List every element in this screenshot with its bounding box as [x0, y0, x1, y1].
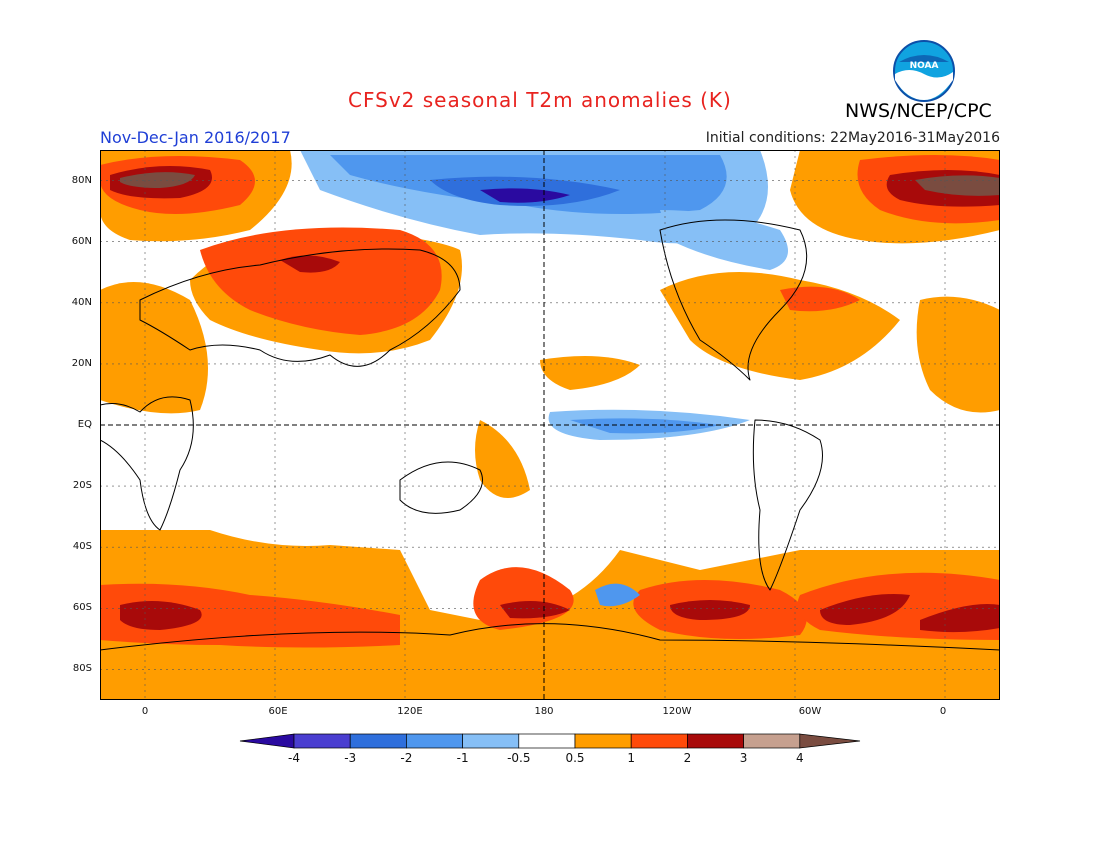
chart-title: CFSv2 seasonal T2m anomalies (K) [348, 88, 732, 112]
arctic-coldest [480, 188, 570, 203]
ross-sea-cold [595, 583, 640, 607]
lat-label: 80N [71, 175, 92, 186]
lat-label: 40N [71, 297, 92, 308]
lon-label: 0 [939, 706, 947, 717]
north-america-outline [659, 219, 808, 381]
equatorial-pacific-cold [570, 418, 720, 434]
colorbar-tick-label: -1 [457, 751, 469, 765]
n-atlantic-hot [780, 286, 860, 312]
colorbar-tick-label: 2 [684, 751, 692, 765]
colorbar-swatch [349, 733, 407, 749]
arctic-max-east [915, 175, 1000, 196]
southern-ocean-hot-1 [100, 583, 400, 648]
colorbar-tick-label: -4 [288, 751, 300, 765]
africa-warm [100, 282, 208, 414]
lat-label: EQ [77, 419, 92, 430]
southern-ocean-core-1 [120, 601, 202, 630]
lat-label: 20S [72, 480, 92, 491]
colorbar-tick-label: 3 [740, 751, 748, 765]
colorbar-swatch [574, 733, 632, 749]
africa-outline [100, 396, 194, 531]
colorbar-tick-label: -3 [344, 751, 356, 765]
lon-label: 180 [534, 706, 554, 717]
colorbar-tick-label: 1 [627, 751, 635, 765]
lon-label: 60E [268, 706, 288, 717]
colorbar-swatch [687, 733, 744, 749]
lon-label: 60W [798, 706, 822, 717]
colorbar-labels: -4 -3 -2 -1 -0.5 0.5 1 2 3 4 [288, 751, 804, 765]
south-atlantic-core-2 [920, 604, 1000, 633]
logo-text: NOAA [910, 61, 939, 71]
colorbar-tick-label: -2 [400, 751, 412, 765]
eurasia-hot [200, 227, 442, 335]
lat-label: 60N [71, 236, 92, 247]
continent-outlines [100, 219, 1000, 651]
colorbar-swatch [462, 733, 520, 749]
colorbar-swatch [743, 733, 801, 749]
lat-label: 80S [72, 663, 92, 674]
lat-label: 60S [72, 602, 92, 613]
siberia-core [280, 255, 340, 273]
south-america-outline [752, 419, 823, 591]
anomaly-map [100, 150, 1000, 700]
lon-label: 120E [397, 706, 423, 717]
colorbar-swatch-max [799, 733, 861, 749]
tasman-core [500, 601, 570, 619]
eurasia-outline [139, 248, 461, 367]
colorbar-swatch [406, 733, 463, 749]
australia-outline [399, 461, 483, 514]
antarctica-outline [100, 623, 1000, 651]
lat-label: 40S [72, 541, 92, 552]
colorbar-swatch [518, 733, 576, 749]
south-atlantic-core [820, 594, 910, 625]
lat-label: 20N [71, 358, 92, 369]
arctic-max-west [120, 172, 195, 188]
season-subtitle: Nov-Dec-Jan 2016/2017 [100, 128, 291, 147]
agency-label: NWS/NCEP/CPC [845, 100, 992, 122]
lon-label: 120W [662, 706, 692, 717]
colorbar-swatch-min [239, 733, 295, 749]
colorbar: -4 -3 -2 -1 -0.5 0.5 1 2 3 4 [239, 733, 861, 765]
noaa-logo-icon: NOAA [893, 40, 955, 102]
canada-cool [660, 210, 788, 270]
colorbar-tick-label: 4 [796, 751, 804, 765]
colorbar-swatches [239, 733, 861, 749]
colorbar-tick-label: 0.5 [565, 751, 584, 765]
map-frame [100, 150, 1000, 700]
lon-label: 0 [141, 706, 149, 717]
africa-warm-east [916, 296, 1000, 413]
anomaly-fields [100, 150, 1000, 700]
australia-warm [475, 420, 530, 498]
colorbar-swatch [293, 733, 351, 749]
central-pacific-warm [540, 356, 640, 390]
south-pacific-core [670, 600, 750, 620]
initial-conditions-label: Initial conditions: 22May2016-31May2016 [705, 130, 1000, 146]
graticule [100, 150, 1000, 700]
colorbar-swatch [630, 733, 688, 749]
colorbar-tick-label: -0.5 [507, 751, 530, 765]
